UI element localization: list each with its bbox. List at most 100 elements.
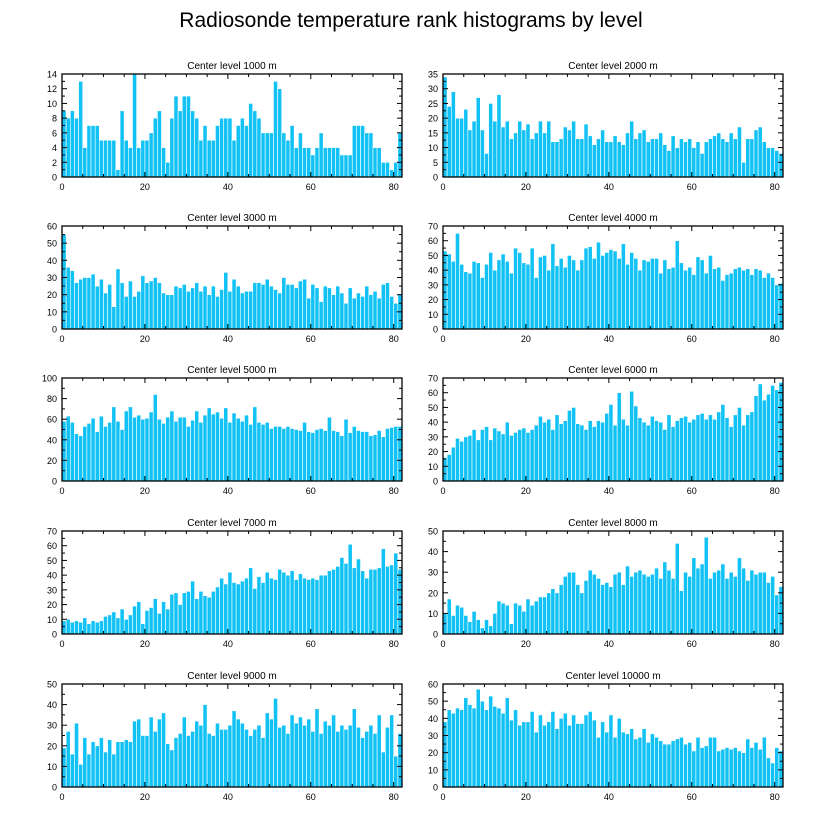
y-tick-label: 60 [47,222,57,232]
histogram-panel-6: Center level 6000 m 0 10 20 30 40 50 60 70 0 20 40 6… [428,365,784,496]
bar [78,435,84,482]
bar [753,395,759,482]
bar [269,577,274,635]
y-tick-label: 40 [47,256,57,266]
bar [372,568,378,635]
bar [119,282,125,330]
bar [264,421,270,482]
bar [509,435,514,482]
bar [165,294,171,330]
bar [550,429,556,482]
bar [455,233,460,330]
bar [650,733,655,788]
bar [608,141,614,178]
bar [302,278,307,330]
bar [380,161,386,178]
bar [546,269,552,330]
bar [152,731,158,788]
bar [181,716,187,788]
bar [674,420,680,482]
bar [231,582,237,635]
bar [645,742,651,788]
bar [525,432,531,482]
bar [161,601,166,635]
bar [757,126,763,178]
bar [239,420,245,482]
bar [264,132,270,178]
bar [699,563,705,635]
bar [331,714,336,788]
bar [770,762,776,788]
bar [210,591,216,635]
bar [177,733,183,788]
histogram-panel-2: Center level 2000 m 0 5 10 15 20 25 30 35 0 20 40 60… [428,61,784,192]
bar [629,576,635,635]
bar [148,132,154,178]
y-tick-label: 30 [47,273,57,283]
bar [239,117,245,178]
bar [480,627,485,635]
bar [608,714,614,788]
y-tick-label: 20 [428,114,438,124]
bar [327,416,332,482]
bar [65,415,71,482]
bar [562,712,568,788]
bar [269,132,274,178]
y-tick-label: 15 [428,128,438,138]
bar [123,618,129,635]
bar [596,241,601,330]
bar [529,604,535,635]
bar [298,716,303,788]
y-tick-label: 20 [428,748,438,758]
bar [683,743,688,788]
bar [256,724,262,788]
bar [260,424,266,482]
bar [575,584,581,635]
bar [757,383,763,482]
bar [732,576,738,635]
bar [144,735,150,788]
bar [616,392,622,482]
x-tick-label: 20 [521,486,531,496]
bar [256,421,262,482]
bar [745,268,751,330]
bar [132,73,137,178]
bar [331,294,336,330]
bar [616,718,622,788]
bar [380,436,386,482]
bar [227,421,233,482]
panel-title: Center level 4000 m [568,213,658,224]
bar [558,138,564,178]
bar [252,406,258,482]
bar [372,147,378,178]
y-tick-label: 50 [428,251,438,261]
bar [455,438,460,482]
bar [583,123,589,178]
bar [335,285,341,330]
bar [446,253,452,330]
bar [335,566,341,635]
bar [496,94,502,178]
bar [99,139,104,178]
bar [318,733,324,788]
y-tick-label: 10 [47,307,57,317]
x-tick-label: 80 [389,792,399,802]
bar [298,280,303,330]
bar [69,753,75,788]
bar [186,290,191,330]
bar [720,563,726,635]
bar [703,141,709,178]
y-tick-label: 12 [47,84,57,94]
bar [500,253,506,330]
bar [148,411,154,482]
bar [728,748,734,788]
x-tick-label: 40 [223,334,233,344]
bar [658,132,664,178]
bar [103,292,108,330]
y-tick-label: 10 [428,462,438,472]
bar [691,147,697,178]
bar [608,249,614,330]
bar [269,285,274,330]
bar [459,263,465,330]
x-tick-label: 40 [604,334,614,344]
